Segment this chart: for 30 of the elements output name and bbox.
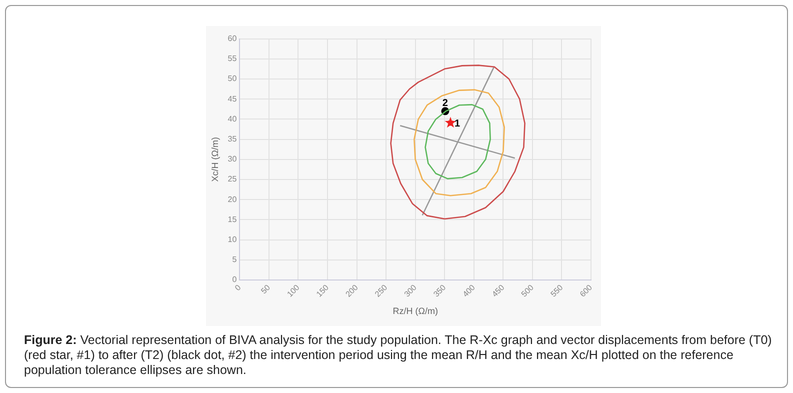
x-tick-label: 100	[285, 282, 302, 299]
x-tick-label: 50	[259, 282, 272, 296]
annotation: 1	[454, 118, 460, 130]
x-axis-title: Rz/H (Ω/m)	[392, 306, 438, 316]
y-tick-label: 15	[228, 214, 238, 224]
x-tick-label: 550	[548, 282, 566, 299]
y-tick-label: 35	[228, 134, 238, 144]
y-tick-label: 30	[228, 154, 238, 164]
x-tick-label: 400	[461, 282, 478, 299]
caption: Figure 2: Vectorial representation of BIVA analysis for the study population. The R-Xc graph and vector displacements from before (T0) (red star, #1) to after (T2) (black dot, #2) the intervention period using the mean R/H and the mean Xc/H plotted on the reference population tolerance ellipses are shown.	[24, 333, 773, 378]
x-tick-label: 150	[314, 282, 331, 299]
y-tick-label: 0	[232, 275, 238, 284]
y-tick-label: 20	[228, 194, 238, 204]
y-tick-label: 50	[228, 74, 238, 84]
y-tick-label: 55	[228, 54, 238, 64]
y-tick-label: 25	[228, 174, 238, 184]
x-tick-label: 500	[520, 282, 536, 299]
x-tick-label: 600	[578, 282, 594, 299]
y-tick-label: 5	[232, 255, 238, 264]
y-tick-label: 10	[228, 234, 238, 244]
y-tick-label: 40	[228, 114, 238, 124]
y-axis-title: Xc/H (Ω/m)	[210, 137, 220, 182]
x-tick-label: 350	[432, 282, 448, 299]
x-tick-label: 250	[373, 282, 390, 299]
y-tick-label: 60	[228, 34, 238, 44]
x-tick-label: 450	[490, 282, 507, 299]
x-tick-label: 300	[402, 282, 419, 299]
x-tick-label: 200	[344, 282, 360, 299]
annotation: 2	[442, 98, 448, 109]
y-tick-label: 45	[228, 94, 238, 104]
